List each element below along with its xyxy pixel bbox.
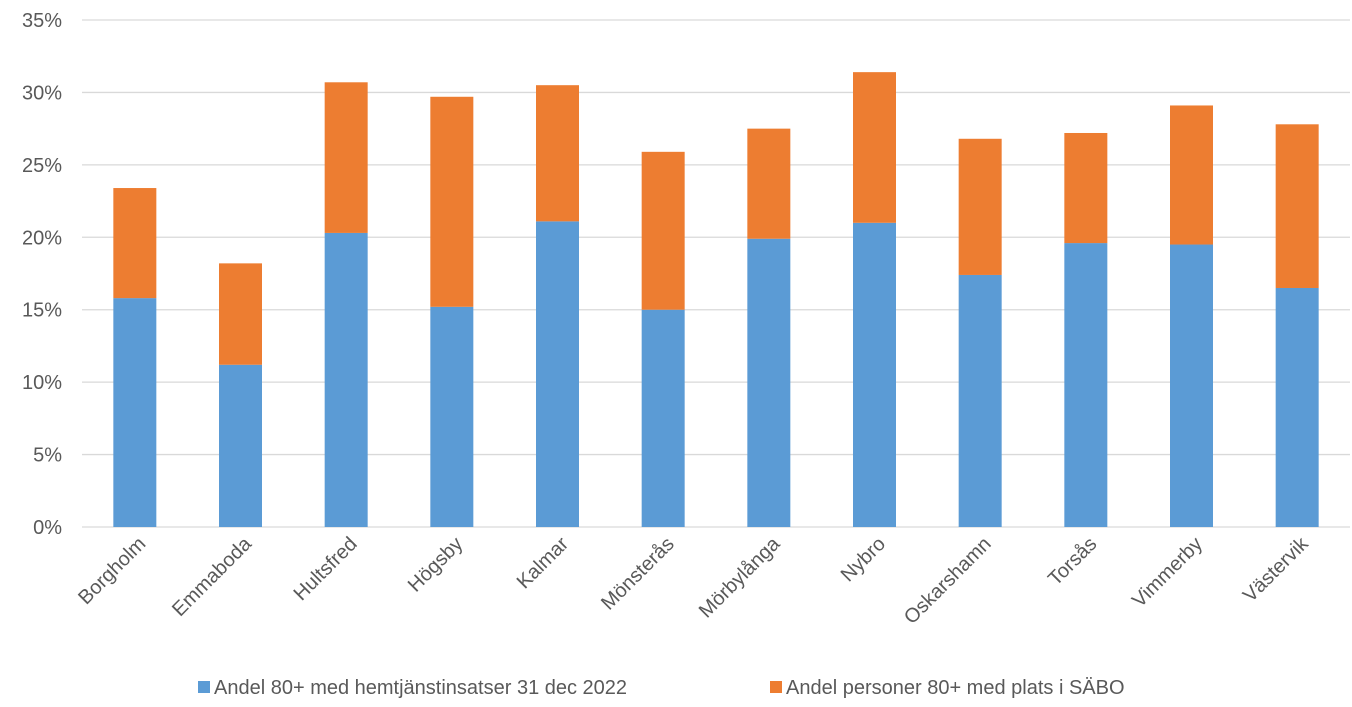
bar-segment-sabo	[853, 72, 896, 223]
y-tick-label: 10%	[22, 372, 62, 394]
legend-swatch	[198, 681, 210, 693]
x-category-label: Mönsterås	[597, 533, 679, 615]
gridlines	[82, 19, 1350, 528]
bar-segment-hemtjanst	[219, 364, 262, 527]
legend: Andel 80+ med hemtjänstinsatser 31 dec 2…	[198, 677, 1125, 699]
bar-segment-hemtjanst	[1275, 287, 1319, 527]
bar-segment-sabo	[1064, 132, 1108, 244]
legend-label: Andel personer 80+ med plats i SÄBO	[786, 677, 1125, 699]
bar-segment-sabo	[747, 128, 791, 239]
x-category-label: Vimmerby	[1128, 533, 1207, 612]
x-category-label: Emmaboda	[168, 532, 256, 620]
y-tick-label: 15%	[22, 300, 62, 322]
y-tick-label: 0%	[33, 517, 62, 539]
y-axis-tick-labels: 0% 5% 10% 15% 20% 25% 30% 35%	[22, 10, 62, 539]
bar-segment-sabo	[430, 96, 474, 307]
y-tick-label: 20%	[22, 227, 62, 249]
bar-segment-sabo	[324, 82, 368, 233]
bar-segment-hemtjanst	[641, 309, 685, 527]
y-tick-label: 5%	[33, 445, 62, 467]
bar-segment-sabo	[113, 188, 157, 299]
y-tick-label: 25%	[22, 155, 62, 177]
bar-segment-sabo	[641, 151, 685, 310]
x-category-label: Oskarshamn	[900, 533, 996, 629]
y-tick-label: 35%	[22, 10, 62, 32]
bar-segment-hemtjanst	[430, 306, 474, 527]
x-category-label: Hultsfred	[290, 533, 362, 605]
y-tick-label: 30%	[22, 82, 62, 104]
x-category-label: Kalmar	[513, 533, 574, 594]
bar-segment-hemtjanst	[747, 238, 791, 527]
legend-label: Andel 80+ med hemtjänstinsatser 31 dec 2…	[214, 677, 627, 699]
bar-segment-hemtjanst	[958, 274, 1002, 527]
legend-swatch	[770, 681, 782, 693]
x-category-label: Torsås	[1044, 533, 1101, 590]
bar-segment-sabo	[1170, 105, 1213, 245]
bar-segment-hemtjanst	[324, 232, 368, 527]
x-category-label: Nybro	[837, 533, 890, 586]
bar-segment-hemtjanst	[1170, 244, 1213, 527]
bar-segment-hemtjanst	[113, 298, 157, 527]
x-axis-category-labels: Borgholm Emmaboda Hultsfred Högsby Kalmar Mön…	[74, 532, 1313, 628]
x-category-label: Mörbylånga	[695, 532, 785, 622]
bar-segment-sabo	[958, 138, 1002, 275]
bars	[113, 72, 1319, 528]
bar-segment-hemtjanst	[853, 222, 896, 528]
bar-segment-sabo	[536, 85, 579, 222]
bar-segment-hemtjanst	[536, 221, 579, 527]
x-category-label: Borgholm	[74, 533, 150, 609]
bar-segment-sabo	[219, 263, 262, 365]
x-category-label: Högsby	[404, 533, 468, 597]
bar-segment-hemtjanst	[1064, 243, 1108, 527]
x-category-label: Västervik	[1239, 532, 1313, 606]
bar-segment-sabo	[1275, 124, 1319, 288]
